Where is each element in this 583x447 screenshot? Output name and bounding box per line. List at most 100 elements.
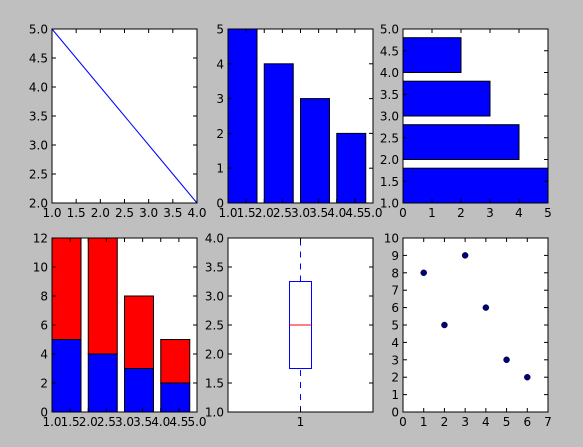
y-tick-label: 5 — [391, 319, 399, 333]
point — [482, 304, 490, 311]
x-tick-label: 4.5 — [169, 415, 188, 429]
y-tick-label: 4.0 — [205, 232, 224, 246]
x-tick-label: 3 — [486, 206, 494, 220]
x-tick-label: 2.5 — [115, 206, 134, 220]
plot-area — [402, 37, 549, 204]
y-tick-label: 4.5 — [29, 52, 48, 66]
y-tick-label: 1.5 — [380, 175, 399, 189]
x-tick-label: 1.0 — [218, 206, 237, 220]
y-tick-label: 6 — [40, 319, 48, 333]
y-tick-label: 4 — [40, 348, 48, 362]
point — [503, 356, 510, 364]
x-tick-label: 4.0 — [151, 415, 170, 429]
axes-frame — [227, 28, 374, 204]
bar — [124, 368, 154, 413]
bar — [402, 167, 549, 204]
subplot: 1.0 1.5 2.0 2.5 3.0 3.5 4.0 4.5 5.0 0 2 4 6 8 10 12 — [33, 232, 207, 430]
y-tick-label: 2 — [216, 127, 224, 141]
y-tick-label: 2 — [391, 371, 399, 385]
x-tick-label: 1 — [297, 415, 305, 429]
x-tick-label: 1.0 — [42, 206, 61, 220]
plot-area — [227, 28, 367, 204]
axes-frame — [402, 237, 549, 413]
axes-frame — [402, 28, 549, 204]
y-tick-label: 1.5 — [205, 377, 224, 391]
x-tick-label: 2 — [457, 206, 465, 220]
x-tick-label: 1.5 — [61, 415, 80, 429]
y-tick-label: 5.0 — [380, 23, 399, 37]
x-tick-label: 1.5 — [67, 206, 86, 220]
x-tick-label: 2.0 — [79, 415, 98, 429]
x-tick-label: 7 — [544, 415, 552, 429]
bar — [160, 382, 191, 413]
y-tick-label: 3.0 — [380, 110, 399, 124]
y-tick-label: 8 — [391, 266, 399, 280]
y-tick-label: 4 — [391, 336, 399, 350]
subplot: 1.0 1.5 2.0 2.5 3.0 3.5 4.0 4.5 5.0 0 1 2 3 4 5 — [216, 23, 382, 221]
x-tick-label: 3.0 — [115, 415, 134, 429]
bar — [124, 295, 154, 369]
bar — [51, 237, 82, 340]
x-tick-label: 2.0 — [255, 206, 274, 220]
x-tick-label: 3.0 — [139, 206, 158, 220]
bar — [227, 28, 258, 204]
x-tick-label: 1 — [428, 206, 436, 220]
bar — [402, 124, 520, 160]
y-tick-label: 1 — [216, 162, 224, 176]
point — [420, 269, 427, 277]
axes-background — [403, 238, 548, 412]
y-tick-label: 2 — [40, 377, 48, 391]
y-tick-label: 3.0 — [205, 290, 224, 304]
y-tick-label: 3.5 — [205, 261, 224, 275]
y-tick-label: 4 — [216, 57, 224, 71]
y-tick-label: 3 — [216, 92, 224, 106]
bar — [300, 98, 330, 204]
bar — [402, 37, 462, 73]
y-tick-label: 1.0 — [205, 406, 224, 420]
y-tick-label: 5.0 — [29, 23, 48, 37]
x-tick-label: 2.5 — [273, 206, 292, 220]
axes-frame — [227, 237, 374, 413]
x-tick-label: 4.5 — [345, 206, 364, 220]
bar — [263, 63, 294, 204]
y-tick-label: 2.5 — [380, 131, 399, 145]
x-tick-label: 4.0 — [327, 206, 346, 220]
y-tick-label: 0 — [391, 406, 399, 420]
x-tick-label: 3.5 — [309, 206, 328, 220]
line — [51, 28, 198, 204]
x-tick-label: 3 — [461, 415, 469, 429]
x-tick-label: 4.0 — [187, 206, 206, 220]
y-tick-label: 3.5 — [380, 88, 399, 102]
y-tick-label: 3 — [391, 353, 399, 367]
subplot: 1 1.0 1.5 2.0 2.5 3.0 3.5 4.0 — [205, 232, 374, 429]
point — [524, 373, 531, 381]
y-tick-label: 9 — [391, 249, 399, 263]
x-tick-label: 0 — [399, 415, 407, 429]
plot-area — [51, 237, 191, 413]
x-tick-label: 1.5 — [237, 206, 256, 220]
bar — [87, 237, 118, 355]
x-tick-label: 1.0 — [42, 415, 61, 429]
point — [461, 252, 469, 259]
y-tick-label: 0 — [40, 406, 48, 420]
x-tick-label: 0 — [399, 206, 407, 220]
y-tick-label: 2.0 — [380, 153, 399, 167]
y-tick-label: 10 — [384, 232, 399, 246]
x-tick-label: 2.0 — [91, 206, 110, 220]
y-tick-label: 1 — [391, 388, 399, 402]
y-tick-label: 7 — [391, 284, 399, 298]
x-tick-label: 4 — [515, 206, 523, 220]
y-tick-label: 10 — [33, 261, 48, 275]
y-tick-label: 4.0 — [380, 66, 399, 80]
y-tick-label: 2.0 — [205, 348, 224, 362]
y-tick-label: 2.5 — [29, 168, 48, 182]
bar — [402, 80, 491, 117]
axes-frame — [51, 237, 198, 413]
bar — [336, 132, 367, 204]
axes-frame — [51, 28, 198, 204]
x-tick-label: 3.5 — [163, 206, 182, 220]
y-tick-label: 2.0 — [29, 197, 48, 211]
y-tick-label: 3.0 — [29, 139, 48, 153]
y-tick-label: 8 — [40, 290, 48, 304]
